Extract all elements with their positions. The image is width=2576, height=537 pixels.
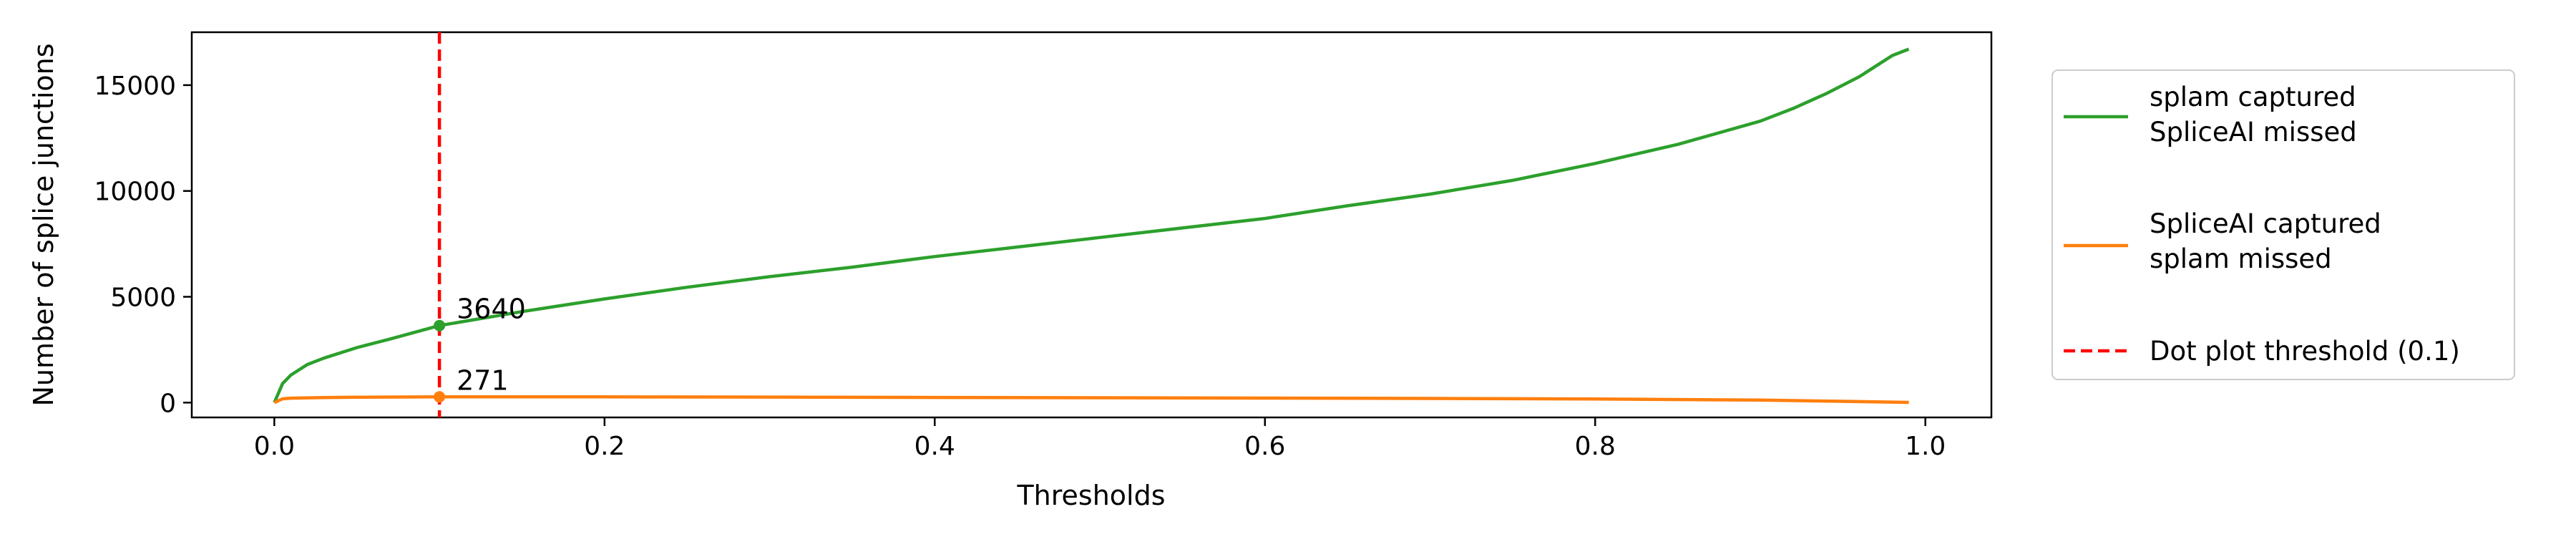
marker-splam-at-threshold [434,319,446,332]
series-line-splam-captured [273,47,1910,404]
y-tick-label: 0 [160,389,176,418]
series-layer [273,32,1910,417]
annotation-label: 3640 [457,294,526,325]
y-axis-label: Number of splice junctions [28,43,59,406]
x-tick-label: 1.0 [1905,432,1946,461]
x-tick-label: 0.4 [914,432,955,461]
series-line-spliceai-captured [273,395,1909,405]
y-tick-label: 5000 [110,284,176,313]
y-axis-ticks: 0 5000 10000 15000 [94,72,192,418]
legend-label-spliceai: SpliceAI captured splam missed [2150,208,2390,274]
plot-area-frame [190,31,1993,419]
y-tick-label: 15000 [94,72,176,101]
marker-layer: 3640 271 [434,294,526,403]
legend: splam captured SpliceAI missed SpliceAI … [2051,69,2515,380]
annotation-label: 271 [457,364,509,396]
x-tick-label: 0.8 [1575,432,1616,461]
x-tick-label: 0.6 [1244,432,1285,461]
x-tick-label: 0.0 [254,432,295,461]
x-tick-label: 0.2 [584,432,625,461]
legend-frame [2051,69,2515,380]
x-axis-label: Thresholds [1016,480,1165,511]
legend-label-splam: splam captured SpliceAI missed [2150,82,2364,147]
y-tick-label: 10000 [94,178,176,207]
marker-spliceai-at-threshold [434,391,446,403]
legend-label-threshold: Dot plot threshold (0.1) [2150,336,2460,367]
x-axis-ticks: 0.0 0.2 0.4 0.6 0.8 1.0 [254,417,1946,461]
